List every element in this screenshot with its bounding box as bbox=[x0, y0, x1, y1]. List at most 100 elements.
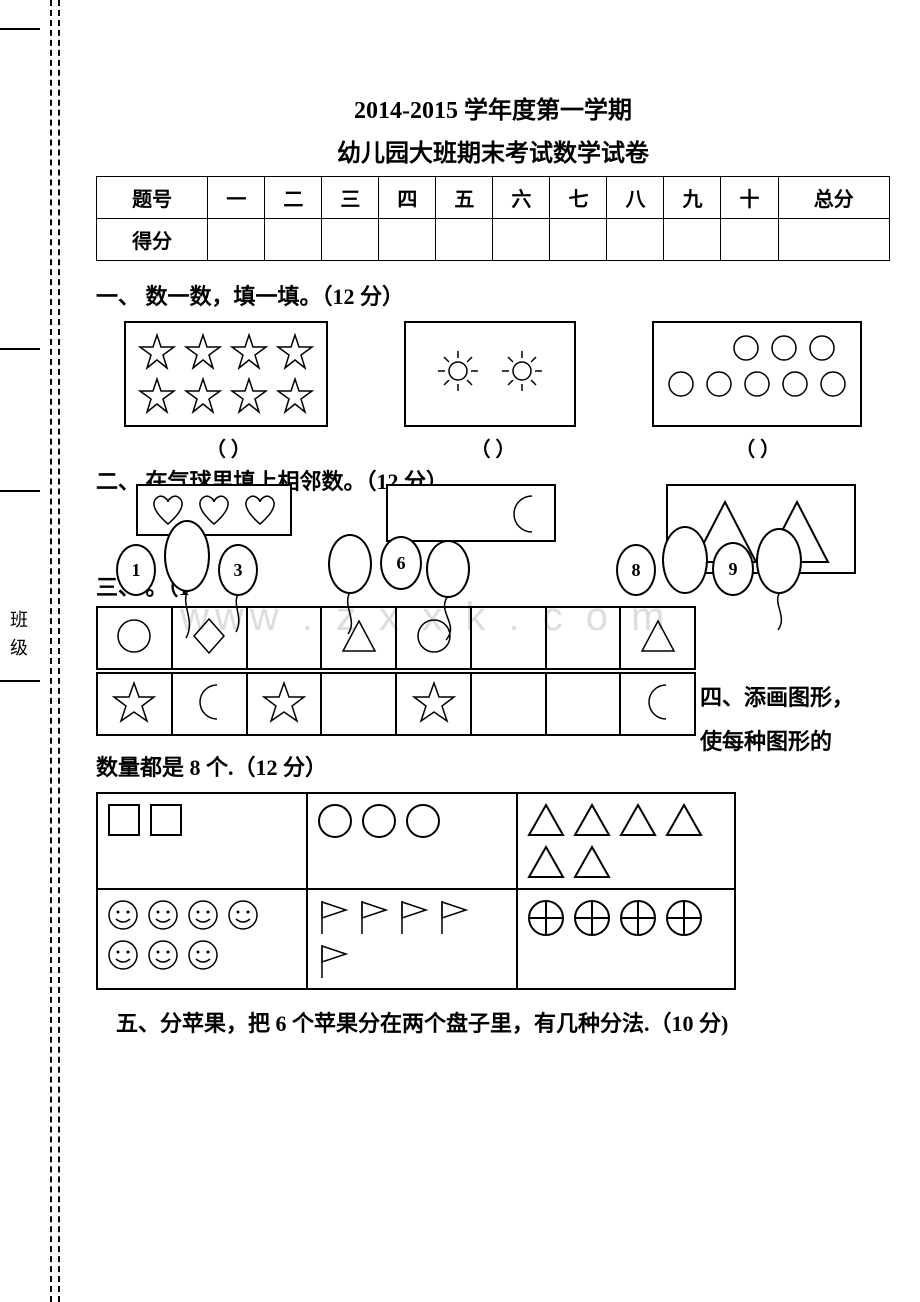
moon-icon bbox=[640, 681, 676, 723]
q1-box-suns bbox=[404, 321, 576, 427]
th: 八 bbox=[607, 177, 664, 219]
circle-icon bbox=[704, 369, 734, 399]
circle-icon bbox=[818, 369, 848, 399]
diamond-icon bbox=[189, 616, 229, 656]
triangle-icon bbox=[572, 844, 612, 880]
smiley-icon bbox=[146, 938, 180, 972]
q1-row bbox=[96, 321, 890, 427]
square-icon bbox=[106, 802, 142, 838]
td: 得分 bbox=[97, 219, 208, 261]
smiley-icon bbox=[186, 938, 220, 972]
circle-icon bbox=[807, 333, 837, 363]
circle-icon bbox=[731, 333, 761, 363]
paren: （ ） bbox=[470, 433, 515, 462]
th: 七 bbox=[550, 177, 607, 219]
q4-table bbox=[96, 792, 736, 990]
triangle-icon bbox=[638, 616, 678, 656]
circle-icon bbox=[780, 369, 810, 399]
smiley-icon bbox=[106, 898, 140, 932]
cross-circle-icon bbox=[618, 898, 658, 938]
th: 二 bbox=[265, 177, 322, 219]
title-line-1: 2014-2015 学年度第一学期 bbox=[96, 90, 890, 125]
triangle-icon bbox=[572, 802, 612, 838]
paren: （ ） bbox=[735, 433, 780, 462]
score-table: 题号 一 二 三 四 五 六 七 八 九 十 总分 得分 bbox=[96, 176, 890, 261]
smiley-icon bbox=[186, 898, 220, 932]
q4-right2: 使每种图形的 bbox=[700, 720, 860, 764]
side-label: 班级 bbox=[5, 610, 31, 666]
star-icon bbox=[230, 333, 268, 371]
balloon: 3 bbox=[218, 544, 258, 596]
th: 六 bbox=[493, 177, 550, 219]
cross-circle-icon bbox=[526, 898, 566, 938]
pattern-table-1 bbox=[96, 606, 696, 670]
triangle-icon bbox=[664, 802, 704, 838]
balloon bbox=[328, 534, 372, 594]
q1-box-circles bbox=[652, 321, 862, 427]
circle-icon bbox=[114, 616, 154, 656]
circle-icon bbox=[360, 802, 398, 840]
circle-icon bbox=[404, 802, 442, 840]
star-icon bbox=[276, 333, 314, 371]
triangle-icon bbox=[618, 802, 658, 838]
th: 一 bbox=[208, 177, 265, 219]
cross-circle-icon bbox=[572, 898, 612, 938]
th: 四 bbox=[379, 177, 436, 219]
star-icon bbox=[412, 680, 456, 724]
q1-box-stars bbox=[124, 321, 328, 427]
star-icon bbox=[184, 377, 222, 415]
circle-icon bbox=[316, 802, 354, 840]
square-icon bbox=[148, 802, 184, 838]
balloon: 6 bbox=[380, 536, 422, 590]
flag-icon bbox=[316, 942, 350, 980]
cross-circle-icon bbox=[664, 898, 704, 938]
balloon bbox=[426, 540, 470, 598]
moon-box bbox=[386, 484, 556, 542]
balloon bbox=[164, 520, 210, 592]
star-icon bbox=[230, 377, 268, 415]
moon-icon bbox=[191, 681, 227, 723]
flag-icon bbox=[436, 898, 470, 936]
title-line-2: 幼儿园大班期末考试数学试卷 bbox=[96, 133, 890, 168]
triangle-icon bbox=[339, 616, 379, 656]
q4-right1: 四、添画图形， bbox=[700, 676, 860, 720]
circle-icon bbox=[414, 616, 454, 656]
balloon bbox=[662, 526, 708, 594]
flag-icon bbox=[356, 898, 390, 936]
sun-icon bbox=[500, 349, 544, 393]
th: 九 bbox=[664, 177, 721, 219]
smiley-icon bbox=[146, 898, 180, 932]
star-icon bbox=[112, 680, 156, 724]
balloon: 8 bbox=[616, 544, 656, 596]
th: 十 bbox=[721, 177, 778, 219]
th: 总分 bbox=[778, 177, 890, 219]
circle-icon bbox=[742, 369, 772, 399]
smiley-icon bbox=[106, 938, 140, 972]
balloon: 9 bbox=[712, 542, 754, 596]
heart-icon bbox=[240, 492, 280, 528]
triangle-icon bbox=[526, 802, 566, 838]
moon-icon bbox=[504, 492, 544, 536]
circle-icon bbox=[666, 369, 696, 399]
th: 五 bbox=[436, 177, 493, 219]
flag-icon bbox=[396, 898, 430, 936]
star-icon bbox=[276, 377, 314, 415]
pattern-table-2 bbox=[96, 672, 696, 736]
smiley-icon bbox=[226, 898, 260, 932]
th: 题号 bbox=[97, 177, 208, 219]
triangle-icon bbox=[526, 844, 566, 880]
q5-head: 五、分苹果，把 6 个苹果分在两个盘子里，有几种分法.（10 分) bbox=[96, 1006, 890, 1038]
heart-box bbox=[136, 484, 292, 536]
th: 三 bbox=[322, 177, 379, 219]
q1-head: 一、 数一数，填一填。（12 分） bbox=[96, 279, 890, 311]
star-icon bbox=[138, 377, 176, 415]
sun-icon bbox=[436, 349, 480, 393]
star-icon bbox=[262, 680, 306, 724]
star-icon bbox=[138, 333, 176, 371]
flag-icon bbox=[316, 898, 350, 936]
balloon bbox=[756, 528, 802, 594]
circle-icon bbox=[769, 333, 799, 363]
star-icon bbox=[184, 333, 222, 371]
balloon: 1 bbox=[116, 544, 156, 596]
paren: （ ） bbox=[206, 433, 251, 462]
